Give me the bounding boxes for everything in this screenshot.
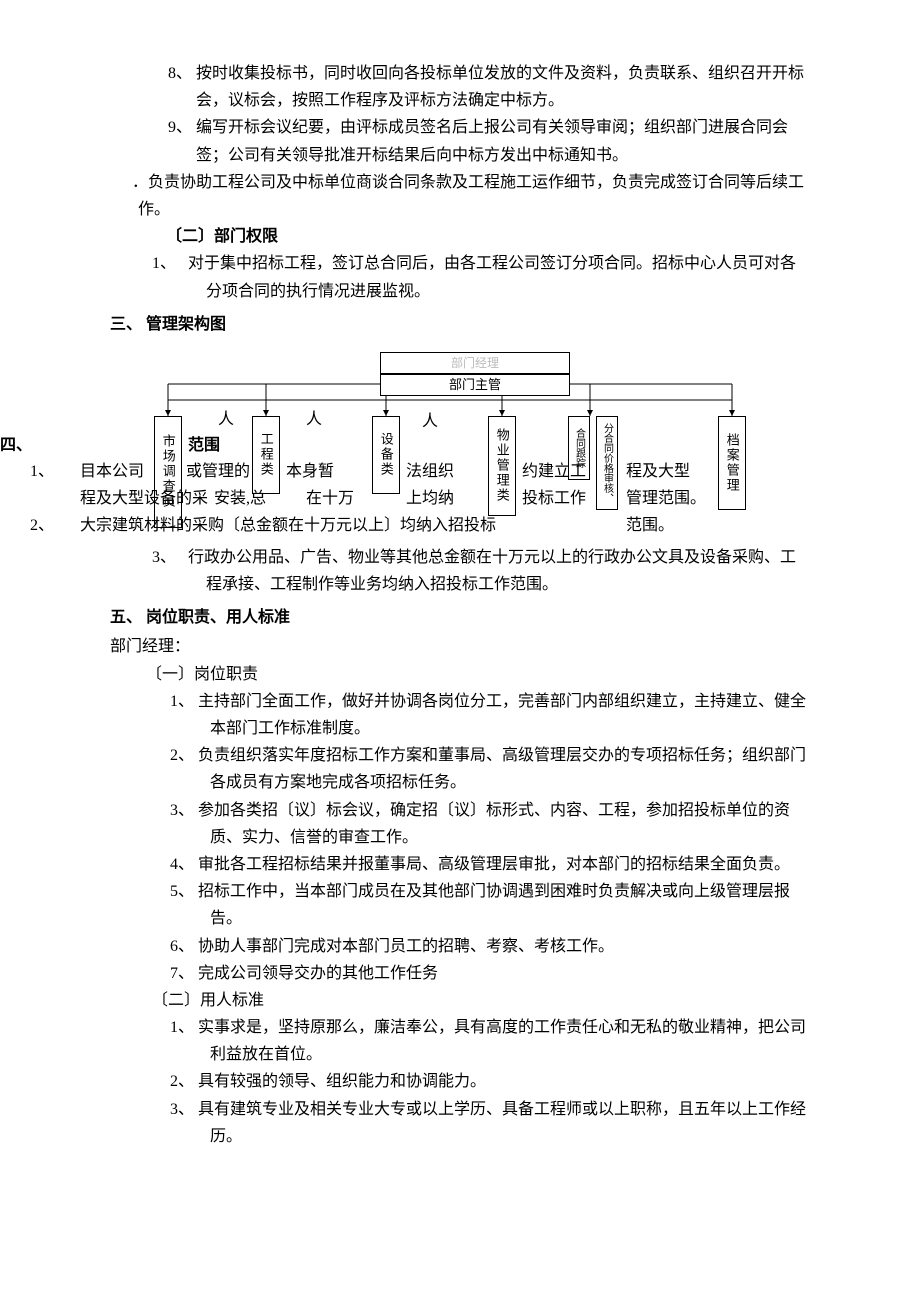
num: 9、 xyxy=(168,119,192,136)
s4-1-g1: 程及大型设备的采 xyxy=(80,485,208,512)
s4-2-n: 2、 xyxy=(30,512,54,539)
label: 部门主管 xyxy=(449,377,501,393)
num: 7、 xyxy=(170,965,198,982)
text: 具有较强的领导、组织能力和协调能力。 xyxy=(198,1073,486,1090)
s4-1-f4: 法组织 xyxy=(406,458,454,485)
sub2-title-text: 〔二〕部门权限 xyxy=(166,228,278,245)
s4-1-g4: 上均纳 xyxy=(406,485,454,512)
s4-1-f6: 程及大型 xyxy=(626,458,690,485)
num: 6、 xyxy=(170,938,198,955)
text: 负责组织落实年度招标工作方案和董事局、高级管理层交办的专项招标任务；组织部门各成… xyxy=(198,747,806,791)
list-item-9: 9、 编写开标会议纪要，由评标成员签名后上报公司有关领导审阅；组织部门进展合同会… xyxy=(110,114,810,168)
org-chart: 部门经理 部门主管 人 人 人 市场调查员 工程类 设备类 物业管理类 合同跟踪… xyxy=(110,344,810,544)
s4-1-g2: 安装,总 xyxy=(214,485,266,512)
text: 招标工作中，当本部门成员在及其他部门协调遇到困难时负责解决或向上级管理层报告。 xyxy=(198,883,790,927)
list-item: 1、 主持部门全面工作，做好并协调各岗位分工，完善部门内部组织建立，主持建立、健… xyxy=(110,688,810,742)
count-label-1: 人 xyxy=(218,406,234,433)
num: 3、 xyxy=(152,549,176,566)
s4-heading-num: 四、 xyxy=(0,432,48,459)
s4-heading-rest: 范围 xyxy=(188,432,220,459)
s4-1-g3: 在十万 xyxy=(306,485,354,512)
s4-1-f3: 本身暂 xyxy=(286,458,334,485)
count-label-3: 人 xyxy=(422,408,438,435)
num: 5、 xyxy=(170,883,198,900)
list-item: 6、 协助人事部门完成对本部门员工的招聘、考察、考核工作。 xyxy=(110,933,810,960)
s3-heading: 三、 管理架构图 xyxy=(110,311,810,338)
box-equipment: 设备类 xyxy=(372,416,400,494)
num: 2、 xyxy=(170,747,198,764)
text: 完成公司领导交办的其他工作任务 xyxy=(198,965,438,982)
box-dept-manager: 部门经理 xyxy=(380,352,570,374)
s5-b-list: 1、 实事求是，坚持原那么，廉洁奉公，具有高度的工作责任心和无私的敬业精神，把公… xyxy=(110,1014,810,1150)
dot-line: ．负责协助工程公司及中标单位商谈合同条款及工程施工运作细节，负责完成签订合同等后… xyxy=(110,169,810,223)
text: 实事求是，坚持原那么，廉洁奉公，具有高度的工作责任心和无私的敬业精神，把公司利益… xyxy=(198,1019,806,1063)
list-item: 5、 招标工作中，当本部门成员在及其他部门协调遇到困难时负责解决或向上级管理层报… xyxy=(110,878,810,932)
text: 参加各类招〔议〕标会议，确定招〔议〕标形式、内容、工程，参加招投标单位的资质、实… xyxy=(198,802,790,846)
label: 物业管理类 xyxy=(494,428,510,503)
text: 对于集中招标工程，签订总合同后，由各工程公司签订分项合同。招标中心人员可对各分项… xyxy=(188,255,796,299)
num: 3、 xyxy=(170,802,198,819)
s4-1-f1: 目本公司 xyxy=(80,458,144,485)
list-item: 7、 完成公司领导交办的其他工作任务 xyxy=(110,960,810,987)
box-property-mgmt: 物业管理类 xyxy=(488,416,516,516)
text: 编写开标会议纪要，由评标成员签名后上报公司有关领导审阅；组织部门进展合同会签；公… xyxy=(196,119,788,163)
text: 主持部门全面工作，做好并协调各岗位分工，完善部门内部组织建立，主持建立、健全本部… xyxy=(198,693,806,737)
s4-1-g6: 管理范围。 xyxy=(626,485,706,512)
s5-heading: 五、 岗位职责、用人标准 xyxy=(110,604,810,631)
s5-b-title: 〔二〕用人标准 xyxy=(110,987,810,1014)
text: 协助人事部门完成对本部门员工的招聘、考察、考核工作。 xyxy=(198,938,614,955)
s4-1-n: 1、 xyxy=(30,458,54,485)
box-engineering: 工程类 xyxy=(252,416,280,494)
list-item: 3、 参加各类招〔议〕标会议，确定招〔议〕标形式、内容、工程，参加招投标单位的资… xyxy=(110,797,810,851)
num: 3、 xyxy=(170,1101,198,1118)
s5-a-list: 1、 主持部门全面工作，做好并协调各岗位分工，完善部门内部组织建立，主持建立、健… xyxy=(110,688,810,987)
label: 部门经理 xyxy=(451,356,499,370)
list-item: 1、 实事求是，坚持原那么，廉洁奉公，具有高度的工作责任心和无私的敬业精神，把公… xyxy=(110,1014,810,1068)
num: 1、 xyxy=(170,1019,198,1036)
text: 按时收集投标书，同时收回向各投标单位发放的文件及资料，负责联系、组织召开开标会，… xyxy=(196,65,804,109)
list-item-8: 8、 按时收集投标书，同时收回向各投标单位发放的文件及资料，负责联系、组织召开开… xyxy=(110,60,810,114)
s4-1-f5: 约建立工 xyxy=(522,458,586,485)
sub2-item-1: 1、 对于集中招标工程，签订总合同后，由各工程公司签订分项合同。招标中心人员可对… xyxy=(110,250,810,304)
s4-2-t: 大宗建筑材料的采购〔总金额在十万元以上〕均纳入招投标 xyxy=(80,512,496,539)
text: 行政办公用品、广告、物业等其他总金额在十万元以上的行政办公文具及设备采购、工程承… xyxy=(188,549,796,593)
s4-2-t2: 范围。 xyxy=(626,512,674,539)
s4-1-f2: 或管理的 xyxy=(186,458,250,485)
label: 工程类 xyxy=(258,432,274,477)
list-item: 4、 审批各工程招标结果并报董事局、高级管理层审批，对本部门的招标结果全面负责。 xyxy=(110,851,810,878)
label: 档案管理 xyxy=(724,433,740,493)
num: 8、 xyxy=(168,65,192,82)
s4-1-g5: 投标工作 xyxy=(522,485,586,512)
sub2-title: 〔二〕部门权限 xyxy=(110,223,810,250)
text: 具有建筑专业及相关专业大专或以上学历、具备工程师或以上职称，且五年以上工作经历。 xyxy=(198,1101,806,1145)
num: 1、 xyxy=(152,255,176,272)
count-label-2: 人 xyxy=(306,406,322,433)
s5-a-title: 〔一〕岗位职责 xyxy=(110,661,810,688)
label: 设备类 xyxy=(378,432,394,477)
s4-item-3: 3、 行政办公用品、广告、物业等其他总金额在十万元以上的行政办公文具及设备采购、… xyxy=(110,544,810,598)
text: 审批各工程招标结果并报董事局、高级管理层审批，对本部门的招标结果全面负责。 xyxy=(198,856,790,873)
s5-sub: 部门经理： xyxy=(110,633,810,660)
label: 分合同价格审核、 xyxy=(602,423,613,503)
num: 2、 xyxy=(170,1073,198,1090)
list-item: 2、 负责组织落实年度招标工作方案和董事局、高级管理层交办的专项招标任务；组织部… xyxy=(110,742,810,796)
dot-text: ．负责协助工程公司及中标单位商谈合同条款及工程施工运作细节，负责完成签订合同等后… xyxy=(132,174,804,218)
list-item: 2、 具有较强的领导、组织能力和协调能力。 xyxy=(110,1068,810,1095)
box-archive: 档案管理 xyxy=(718,416,746,510)
box-subcontract-price: 分合同价格审核、 xyxy=(596,416,618,510)
box-dept-supervisor: 部门主管 xyxy=(380,374,570,396)
num: 1、 xyxy=(170,693,198,710)
list-item: 3、 具有建筑专业及相关专业大专或以上学历、具备工程师或以上职称，且五年以上工作… xyxy=(110,1096,810,1150)
num: 4、 xyxy=(170,856,198,873)
